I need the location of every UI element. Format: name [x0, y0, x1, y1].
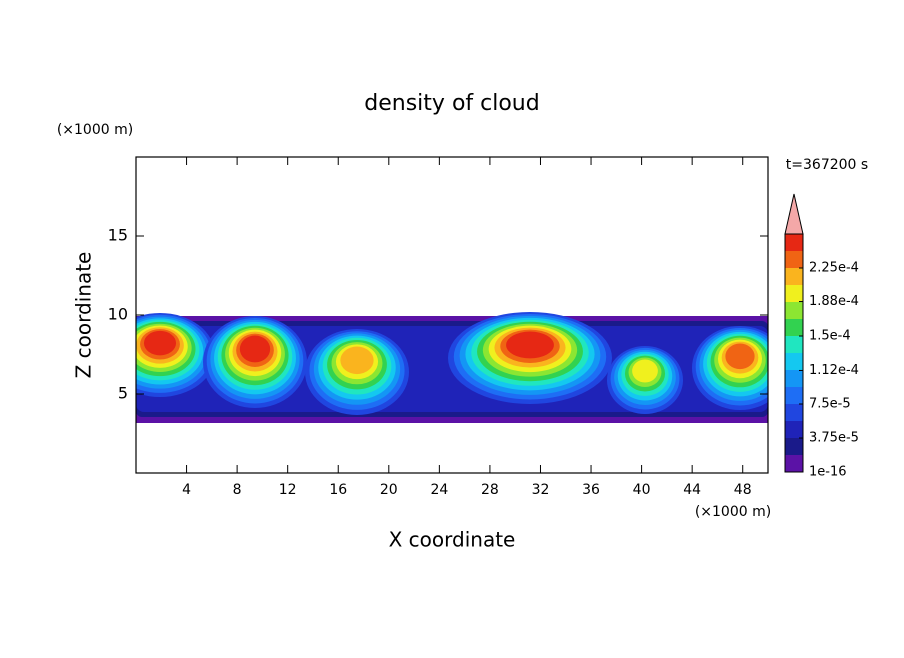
colorbar-band — [785, 285, 803, 302]
colorbar-band — [785, 387, 803, 404]
colorbar-band — [785, 438, 803, 455]
plot-frame — [135, 156, 769, 474]
colorbar-band — [785, 421, 803, 438]
cloud-contour — [340, 346, 374, 375]
colorbar-tick-label: 1.5e-4 — [809, 329, 851, 344]
x-tick-label: 36 — [582, 482, 600, 498]
y-tick-label: 15 — [108, 226, 128, 245]
colorbar-band — [785, 404, 803, 421]
colorbar-band — [785, 455, 803, 472]
colorbar-band — [785, 336, 803, 353]
x-axis-label: X coordinate — [389, 528, 516, 552]
y-axis-label: Z coordinate — [72, 252, 96, 379]
colorbar-tick-label: 1.12e-4 — [809, 363, 859, 378]
x-tick-label: 12 — [279, 482, 297, 498]
x-tick-label: 8 — [233, 482, 242, 498]
time-label: t=367200 s — [786, 157, 868, 173]
cloud-contour — [239, 335, 271, 363]
colorbar-band — [785, 319, 803, 336]
cloud-contour — [143, 330, 177, 356]
y-tick-label: 10 — [108, 305, 128, 324]
x-tick-label: 28 — [481, 482, 499, 498]
colorbar-band — [785, 370, 803, 387]
colorbar-tick-label: 1.88e-4 — [809, 294, 859, 309]
y-unit: (×1000 m) — [57, 122, 133, 138]
colorbar-frame — [784, 233, 804, 473]
chart-title: density of cloud — [364, 91, 539, 116]
colorbar-extension — [784, 193, 804, 235]
colorbar-band — [785, 251, 803, 268]
colorbar-tick-label: 1e-16 — [809, 465, 847, 480]
colorbar-band — [785, 302, 803, 319]
x-tick-label: 24 — [430, 482, 448, 498]
x-tick-label: 4 — [182, 482, 191, 498]
colorbar-band — [785, 234, 803, 251]
cloud-contour — [506, 331, 554, 359]
x-unit: (×1000 m) — [695, 504, 771, 520]
x-tick-label: 20 — [380, 482, 398, 498]
y-tick-label: 5 — [118, 384, 128, 403]
x-tick-label: 48 — [734, 482, 752, 498]
x-tick-label: 44 — [683, 482, 701, 498]
x-tick-label: 16 — [329, 482, 347, 498]
cloud-contour — [632, 359, 658, 383]
colorbar-tick-label: 3.75e-5 — [809, 431, 859, 446]
colorbar-band — [785, 268, 803, 285]
colorbar-band — [785, 353, 803, 370]
contour-field — [136, 312, 768, 423]
colorbar-tick-label: 7.5e-5 — [809, 397, 851, 412]
cloud-contour — [725, 343, 755, 370]
x-tick-label: 32 — [532, 482, 550, 498]
colorbar-tick-label: 2.25e-4 — [809, 261, 859, 276]
x-tick-label: 40 — [633, 482, 651, 498]
